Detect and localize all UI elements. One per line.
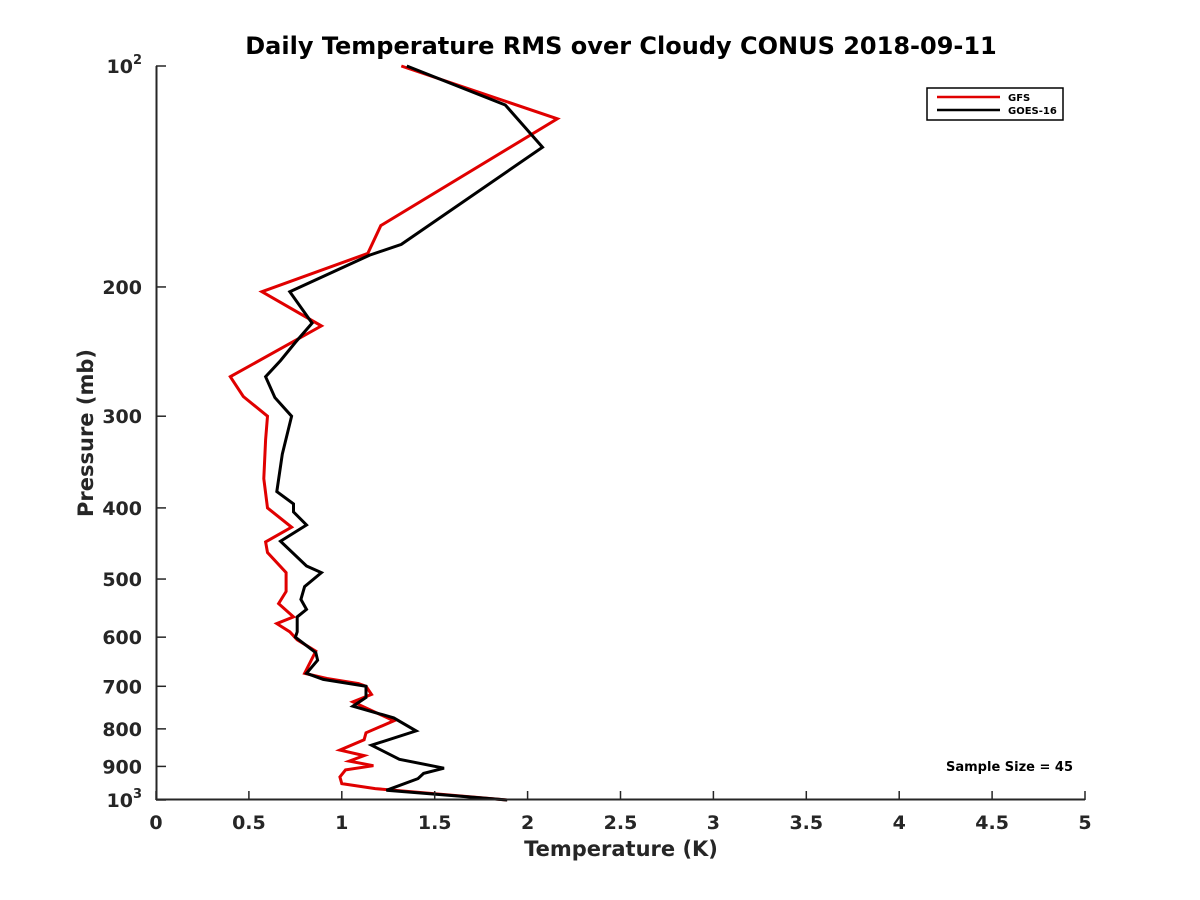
x-tick-label: 5 (1078, 812, 1091, 834)
y-tick-label: 102 (107, 53, 143, 78)
sample-size-annotation: Sample Size = 45 (946, 760, 1073, 775)
x-tick-label: 1 (335, 812, 348, 834)
x-tick-label: 2 (521, 812, 534, 834)
x-tick-label: 4.5 (975, 812, 1009, 834)
x-tick-label: 0.5 (232, 812, 266, 834)
y-tick-label: 900 (102, 756, 142, 778)
y-tick-label: 500 (102, 569, 142, 591)
chart-title: Daily Temperature RMS over Cloudy CONUS … (245, 32, 997, 60)
legend: GFS GOES-16 (926, 87, 1064, 121)
y-tick-label: 700 (102, 676, 142, 698)
series-layer (228, 64, 561, 802)
y-tick-label: 800 (102, 719, 142, 741)
series-line-gfs (228, 64, 561, 802)
y-tick-label: 600 (102, 627, 142, 649)
x-axis-label: Temperature (K) (524, 837, 718, 861)
y-axis-label: Pressure (mb) (74, 349, 98, 517)
y-tick-label: 400 (102, 498, 142, 520)
y-tick-label: 200 (102, 277, 142, 299)
y-tick-label: 300 (102, 406, 142, 428)
plot-area: 0 0.5 1 1.5 2 2.5 3 3.5 4 4.5 5 102 200 300 400 500 600… (102, 53, 1091, 834)
x-axis-ticks: 0 0.5 1 1.5 2 2.5 3 3.5 4 4.5 5 (149, 791, 1092, 834)
x-tick-label: 0 (149, 812, 162, 834)
x-tick-label: 4 (893, 812, 906, 834)
legend-box (926, 87, 1064, 121)
x-tick-label: 3.5 (789, 812, 823, 834)
legend-label-goes16: GOES-16 (1008, 106, 1057, 117)
x-tick-label: 2.5 (604, 812, 638, 834)
y-tick-label: 103 (107, 787, 143, 812)
x-tick-label: 3 (707, 812, 720, 834)
series-line-goes16 (263, 64, 545, 802)
x-tick-label: 1.5 (418, 812, 452, 834)
legend-label-gfs: GFS (1008, 93, 1030, 104)
y-axis-ticks: 102 200 300 400 500 600 700 800 900 103 (102, 53, 166, 812)
